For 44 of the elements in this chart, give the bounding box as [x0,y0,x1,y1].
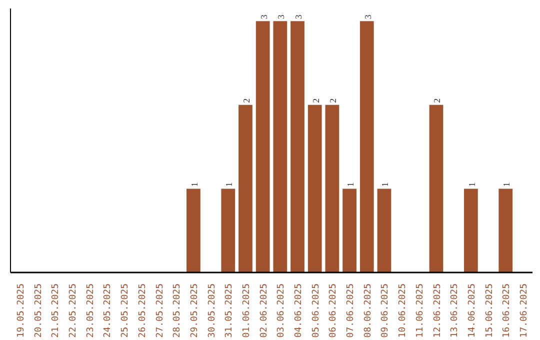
data-label: 1 [224,182,234,187]
data-label: 3 [276,14,286,20]
x-tick-label: 26.05.2025 [138,283,148,338]
x-tick-label: 27.05.2025 [155,283,166,338]
x-tick-label: 08.06.2025 [363,283,374,338]
x-tick-label: 01.06.2025 [242,283,252,338]
x-tick-label: 31.05.2025 [224,283,235,338]
x-tick-label: 11.06.2025 [415,283,426,338]
x-tick-label: 23.05.2025 [86,283,96,338]
data-label: 1 [466,182,477,187]
x-tick-label: 15.06.2025 [484,283,495,338]
x-tick-label: 05.06.2025 [311,283,322,338]
x-tick-label: 16.06.2025 [502,283,512,338]
data-label: 3 [258,14,269,20]
x-tick-label: 07.06.2025 [346,283,356,338]
data-label: 1 [346,182,356,187]
data-label: 3 [294,14,304,20]
data-label: 1 [502,182,512,187]
x-tick-label: 12.06.2025 [432,283,443,338]
data-label: 2 [241,98,252,103]
x-tick-label: 13.06.2025 [450,283,460,338]
data-label: 2 [328,98,338,103]
x-tick-label: 09.06.2025 [380,283,391,338]
data-label: 2 [310,98,321,103]
x-tick-label: 03.06.2025 [276,283,287,338]
data-label: 1 [189,182,200,187]
data-label: 1 [380,182,390,187]
x-tick-label: 22.05.2025 [68,283,79,338]
x-tick-label: 30.05.2025 [207,283,218,338]
x-tick-label: 02.06.2025 [259,283,270,338]
data-label: 3 [362,14,373,20]
data-label: 2 [432,98,442,103]
x-tick-label: 19.05.2025 [16,283,27,338]
x-tick-label: 25.05.2025 [120,283,131,338]
x-tick-label: 04.06.2025 [294,283,304,338]
x-tick-label: 06.06.2025 [328,283,339,338]
x-tick-label: 17.06.2025 [519,283,530,338]
x-tick-label: 24.05.2025 [103,283,114,338]
x-tick-label: 28.05.2025 [172,283,183,338]
x-tick-label: 29.05.2025 [190,283,200,338]
x-tick-label: 20.05.2025 [34,283,44,338]
x-tick-label: 10.06.2025 [398,283,408,338]
x-tick-label: 14.06.2025 [467,283,478,338]
x-tick-label: 21.05.2025 [51,283,62,338]
